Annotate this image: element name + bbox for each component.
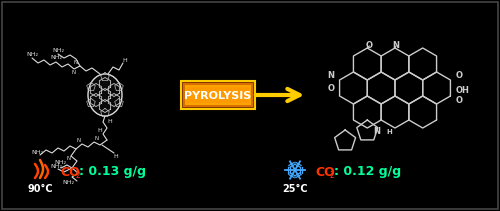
- Text: NH₂: NH₂: [26, 51, 38, 57]
- Text: H: H: [98, 128, 102, 134]
- Text: : 0.12 g/g: : 0.12 g/g: [334, 165, 401, 179]
- FancyBboxPatch shape: [185, 85, 251, 105]
- Text: H: H: [108, 119, 112, 123]
- Text: N: N: [392, 41, 400, 50]
- FancyBboxPatch shape: [183, 83, 253, 107]
- Text: OH: OH: [456, 85, 469, 95]
- Text: NH₂: NH₂: [50, 54, 62, 60]
- Text: 2: 2: [75, 170, 80, 180]
- Text: N: N: [77, 138, 81, 143]
- Text: N: N: [95, 137, 99, 142]
- Text: CO: CO: [60, 165, 80, 179]
- Text: H: H: [122, 58, 128, 62]
- Bar: [181, 81, 255, 109]
- Text: NH₂: NH₂: [31, 150, 43, 154]
- Text: H: H: [386, 129, 392, 135]
- Text: O: O: [456, 96, 462, 104]
- Text: NH₂: NH₂: [62, 180, 74, 185]
- Text: O: O: [328, 84, 334, 92]
- Text: 90°C: 90°C: [27, 184, 53, 194]
- Ellipse shape: [88, 74, 122, 116]
- Text: : 0.13 g/g: : 0.13 g/g: [79, 165, 146, 179]
- Text: NH₂: NH₂: [54, 161, 66, 165]
- FancyBboxPatch shape: [181, 81, 255, 109]
- Text: 25°C: 25°C: [282, 184, 308, 194]
- Text: N: N: [74, 60, 78, 65]
- Text: NH₂: NH₂: [52, 47, 64, 53]
- Text: 2: 2: [330, 170, 335, 180]
- Text: CO: CO: [315, 165, 335, 179]
- Text: N: N: [328, 72, 334, 81]
- Text: O: O: [366, 41, 373, 50]
- Text: PYROLYSIS: PYROLYSIS: [184, 91, 252, 101]
- Text: N: N: [67, 157, 71, 161]
- FancyBboxPatch shape: [187, 87, 249, 103]
- Text: NH₂: NH₂: [50, 164, 62, 169]
- Text: N: N: [374, 127, 380, 137]
- Text: N: N: [72, 69, 76, 74]
- Text: H: H: [114, 153, 118, 158]
- Text: O: O: [456, 72, 462, 81]
